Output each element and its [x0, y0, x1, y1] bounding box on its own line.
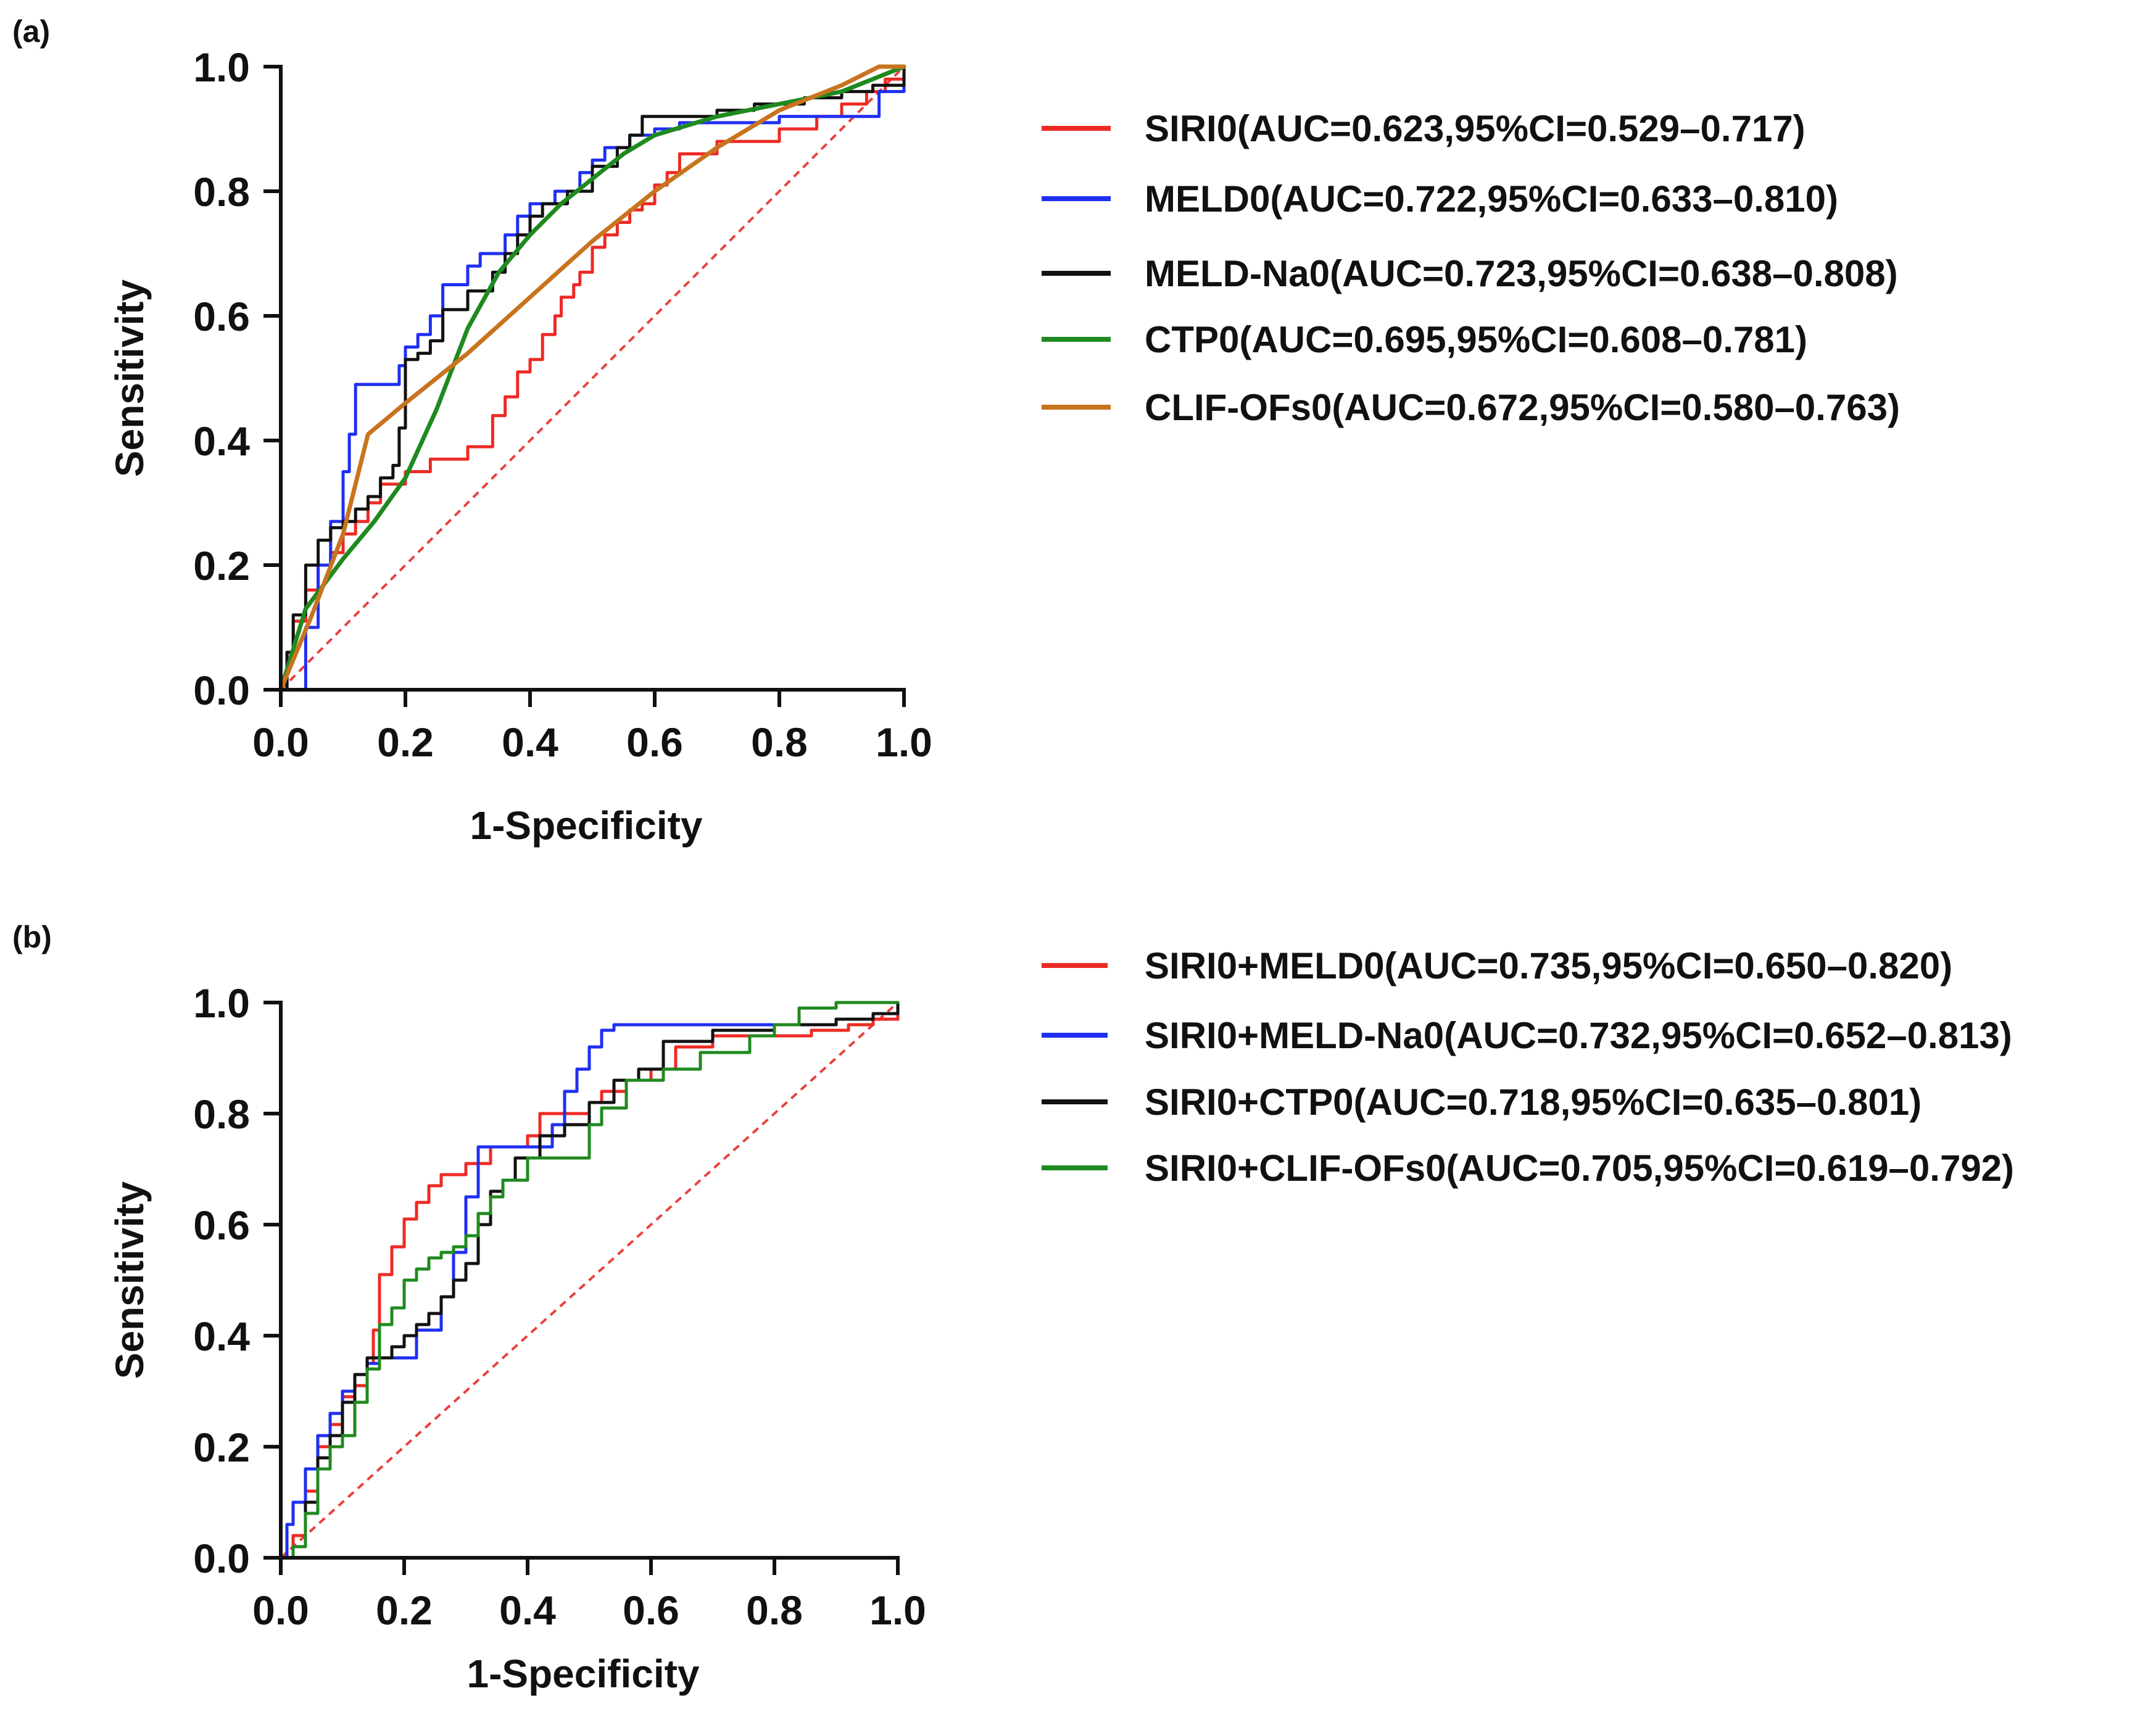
- reference-diagonal-line: [280, 1001, 899, 1559]
- series-line-1: [279, 65, 906, 692]
- y-axis-label: Sensitivity: [107, 1181, 152, 1379]
- x-axis-label: 1-Specificity: [470, 803, 702, 848]
- y-tick-label: 0.2: [193, 1425, 250, 1470]
- legend-label: SIRI0+CTP0(AUC=0.718,95%CI=0.635–0.801): [1145, 1081, 1922, 1123]
- x-tick-label: 0.6: [626, 719, 683, 765]
- panel-a-label: (a): [12, 14, 51, 49]
- x-tick-label: 0.8: [751, 719, 808, 765]
- x-tick-label: 0.4: [502, 719, 558, 765]
- y-tick-label: 0.4: [193, 1313, 250, 1359]
- y-tick-label: 0.8: [193, 1091, 250, 1137]
- series-line-2: [279, 1001, 900, 1560]
- x-tick-label: 0.2: [377, 719, 434, 765]
- series-line-4: [278, 64, 906, 692]
- chart-panel-b: 0.0 0.2 0.4 0.6 0.8 1.0 0.0 0.2 0.4 0.6 0.8 1.0 1-Sp…: [107, 945, 2014, 1696]
- x-tick-label: 0.6: [623, 1587, 679, 1633]
- x-tick-label: 0.8: [746, 1587, 803, 1633]
- series-line-5: [278, 64, 906, 692]
- y-axis-label: Sensitivity: [107, 279, 152, 478]
- x-tick-label: 1.0: [876, 719, 932, 765]
- y-tick-label: 0.4: [193, 418, 250, 464]
- legend-label: CTP0(AUC=0.695,95%CI=0.608–0.781): [1145, 319, 1807, 360]
- x-tick-label: 0.0: [252, 719, 309, 765]
- legend-label: MELD0(AUC=0.722,95%CI=0.633–0.810): [1145, 178, 1838, 220]
- y-tick-label: 0.0: [193, 1536, 250, 1581]
- y-tick-label: 0.6: [193, 294, 250, 339]
- legend-label: MELD-Na0(AUC=0.723,95%CI=0.638–0.808): [1145, 253, 1898, 294]
- series-line-3: [279, 1001, 900, 1560]
- legend-label: CLIF-OFs0(AUC=0.672,95%CI=0.580–0.763): [1145, 387, 1900, 428]
- panel-b-label: (b): [12, 920, 52, 954]
- x-tick-label: 0.0: [252, 1587, 309, 1633]
- x-tick-label: 0.4: [499, 1587, 556, 1633]
- series-line-4: [279, 1001, 900, 1560]
- y-tick-label: 0.8: [193, 169, 250, 215]
- x-tick-label: 1.0: [869, 1587, 926, 1633]
- legend-label: SIRI0+MELD-Na0(AUC=0.732,95%CI=0.652–0.8…: [1145, 1015, 2012, 1056]
- legend-label: SIRI0(AUC=0.623,95%CI=0.529–0.717): [1145, 108, 1806, 149]
- legend-label: SIRI0+CLIF-OFs0(AUC=0.705,95%CI=0.619–0.…: [1145, 1148, 2014, 1189]
- x-tick-label: 0.2: [376, 1587, 433, 1633]
- y-tick-label: 1.0: [193, 980, 250, 1026]
- series-line-2: [279, 65, 906, 692]
- x-axis-label: 1-Specificity: [466, 1652, 699, 1696]
- y-tick-label: 0.0: [193, 668, 250, 713]
- y-tick-label: 0.2: [193, 543, 250, 589]
- chart-panel-a: 0.0 0.2 0.4 0.6 0.8 1.0 0.0 0.2 0.4 0.6 0.8 1.0 1-Sp…: [107, 44, 1900, 848]
- reference-diagonal-line: [280, 65, 905, 691]
- y-tick-label: 0.6: [193, 1202, 250, 1248]
- legend-label: SIRI0+MELD0(AUC=0.735,95%CI=0.650–0.820): [1145, 945, 1952, 986]
- y-tick-label: 1.0: [193, 44, 250, 90]
